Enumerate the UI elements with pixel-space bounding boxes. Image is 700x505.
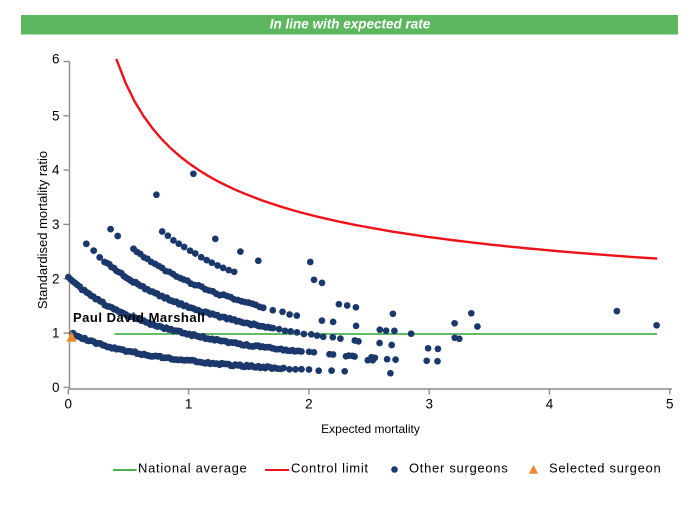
svg-text:6: 6 <box>52 52 60 67</box>
svg-text:5: 5 <box>666 397 674 412</box>
svg-text:1: 1 <box>185 397 193 412</box>
svg-text:3: 3 <box>52 217 60 232</box>
svg-text:4: 4 <box>52 163 60 178</box>
svg-text:3: 3 <box>425 397 433 412</box>
svg-text:In line with expected rate: In line with expected rate <box>270 17 431 32</box>
svg-text:Expected mortality: Expected mortality <box>321 422 420 436</box>
svg-text:Paul David Marshall: Paul David Marshall <box>73 310 205 325</box>
svg-text:0: 0 <box>52 380 60 395</box>
svg-text:Selected surgeon: Selected surgeon <box>549 461 661 476</box>
svg-text:1: 1 <box>52 326 60 341</box>
svg-text:National average: National average <box>138 461 248 476</box>
svg-text:4: 4 <box>546 397 554 412</box>
svg-text:2: 2 <box>305 397 313 412</box>
svg-text:0: 0 <box>65 397 73 412</box>
svg-text:2: 2 <box>52 271 60 286</box>
svg-text:5: 5 <box>52 108 60 123</box>
svg-text:Standardised mortality ratio: Standardised mortality ratio <box>35 151 50 309</box>
svg-text:Other surgeons: Other surgeons <box>409 461 508 476</box>
svg-text:Control limit: Control limit <box>291 461 369 476</box>
